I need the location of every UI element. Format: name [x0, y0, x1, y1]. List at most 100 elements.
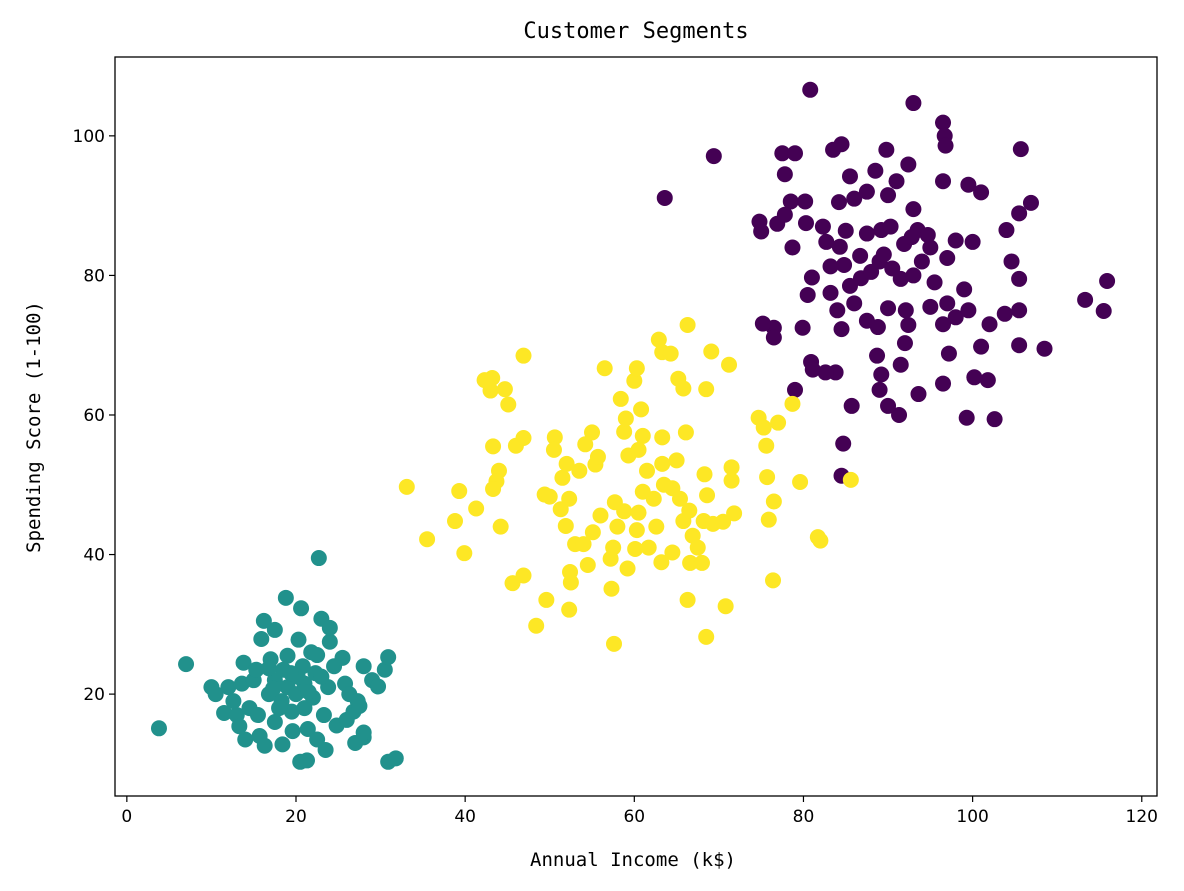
data-point [814, 218, 831, 235]
y-tick-label: 40 [83, 546, 105, 566]
data-point [255, 612, 272, 629]
data-point [237, 731, 254, 748]
data-point [451, 483, 468, 500]
data-point [355, 658, 372, 675]
data-point [782, 193, 799, 210]
data-point [664, 544, 681, 561]
data-point [964, 233, 981, 250]
data-point [829, 302, 846, 319]
data-point [776, 166, 793, 183]
x-tick-label: 100 [956, 807, 988, 827]
y-axis: 20 40 60 80 100 [73, 127, 115, 705]
data-point [759, 469, 776, 486]
data-point [668, 452, 685, 469]
data-point [640, 539, 657, 556]
data-point [754, 315, 771, 332]
data-point [298, 752, 315, 769]
data-point [662, 345, 679, 362]
data-point [846, 295, 863, 312]
data-point [880, 187, 897, 204]
series-cluster-0 [656, 81, 1116, 484]
data-point [878, 141, 895, 158]
data-point [633, 401, 650, 418]
data-point [150, 720, 167, 737]
data-point [897, 302, 914, 319]
data-point [310, 550, 327, 567]
series-cluster-1 [150, 550, 404, 770]
data-point [317, 741, 334, 758]
data-point [605, 539, 622, 556]
data-point [1099, 273, 1116, 290]
data-point [277, 589, 294, 606]
data-point [482, 382, 499, 399]
data-point [973, 338, 990, 355]
data-point [648, 518, 665, 535]
data-point [235, 654, 252, 671]
data-point [981, 316, 998, 333]
data-point [562, 563, 579, 580]
data-point [760, 511, 777, 528]
data-point [609, 518, 626, 535]
data-point [279, 647, 296, 664]
data-point [626, 372, 643, 389]
data-point [798, 215, 815, 232]
x-axis-label: Annual Income (k$) [530, 849, 736, 871]
data-point [231, 718, 248, 735]
data-point [900, 156, 917, 173]
data-point [679, 316, 696, 333]
data-point [468, 500, 485, 517]
data-point [935, 375, 952, 392]
x-tick-label: 0 [121, 807, 132, 827]
data-point [225, 693, 242, 710]
data-point [679, 591, 696, 608]
data-point [584, 524, 601, 541]
data-point [650, 331, 667, 348]
data-point [812, 532, 829, 549]
data-point [484, 370, 501, 387]
data-point [958, 409, 975, 426]
data-point [699, 487, 716, 504]
data-point [630, 504, 647, 521]
data-point [546, 429, 563, 446]
data-point [355, 724, 372, 741]
data-point [299, 721, 316, 738]
data-point [846, 190, 863, 207]
data-point [628, 360, 645, 377]
chart-title: Customer Segments [523, 19, 748, 44]
data-point [867, 162, 884, 179]
plot-frame [114, 56, 1158, 797]
data-point [830, 194, 847, 211]
data-point [1012, 141, 1029, 158]
data-point [456, 545, 473, 562]
data-point [313, 668, 330, 685]
data-point [784, 239, 801, 256]
data-point [220, 679, 237, 696]
data-point [905, 267, 922, 284]
data-point [892, 270, 909, 287]
data-point [1011, 270, 1028, 287]
x-tick-label: 40 [454, 807, 476, 827]
data-point [973, 184, 990, 201]
data-point [794, 319, 811, 336]
data-point [935, 316, 952, 333]
data-point [266, 621, 283, 638]
data-point [935, 173, 952, 190]
data-point [1095, 303, 1112, 320]
data-point [561, 490, 578, 507]
data-point [351, 697, 368, 714]
data-point [653, 554, 670, 571]
data-point [577, 436, 594, 453]
data-point [693, 554, 710, 571]
data-point [723, 472, 740, 489]
data-point [896, 335, 913, 352]
data-point [705, 148, 722, 165]
data-point [947, 232, 964, 249]
data-point [880, 300, 897, 317]
data-point [919, 226, 936, 243]
data-point [935, 114, 952, 131]
data-point [682, 554, 699, 571]
data-point [634, 427, 651, 444]
data-point [1003, 253, 1020, 270]
data-point [485, 480, 502, 497]
data-point [528, 617, 545, 634]
